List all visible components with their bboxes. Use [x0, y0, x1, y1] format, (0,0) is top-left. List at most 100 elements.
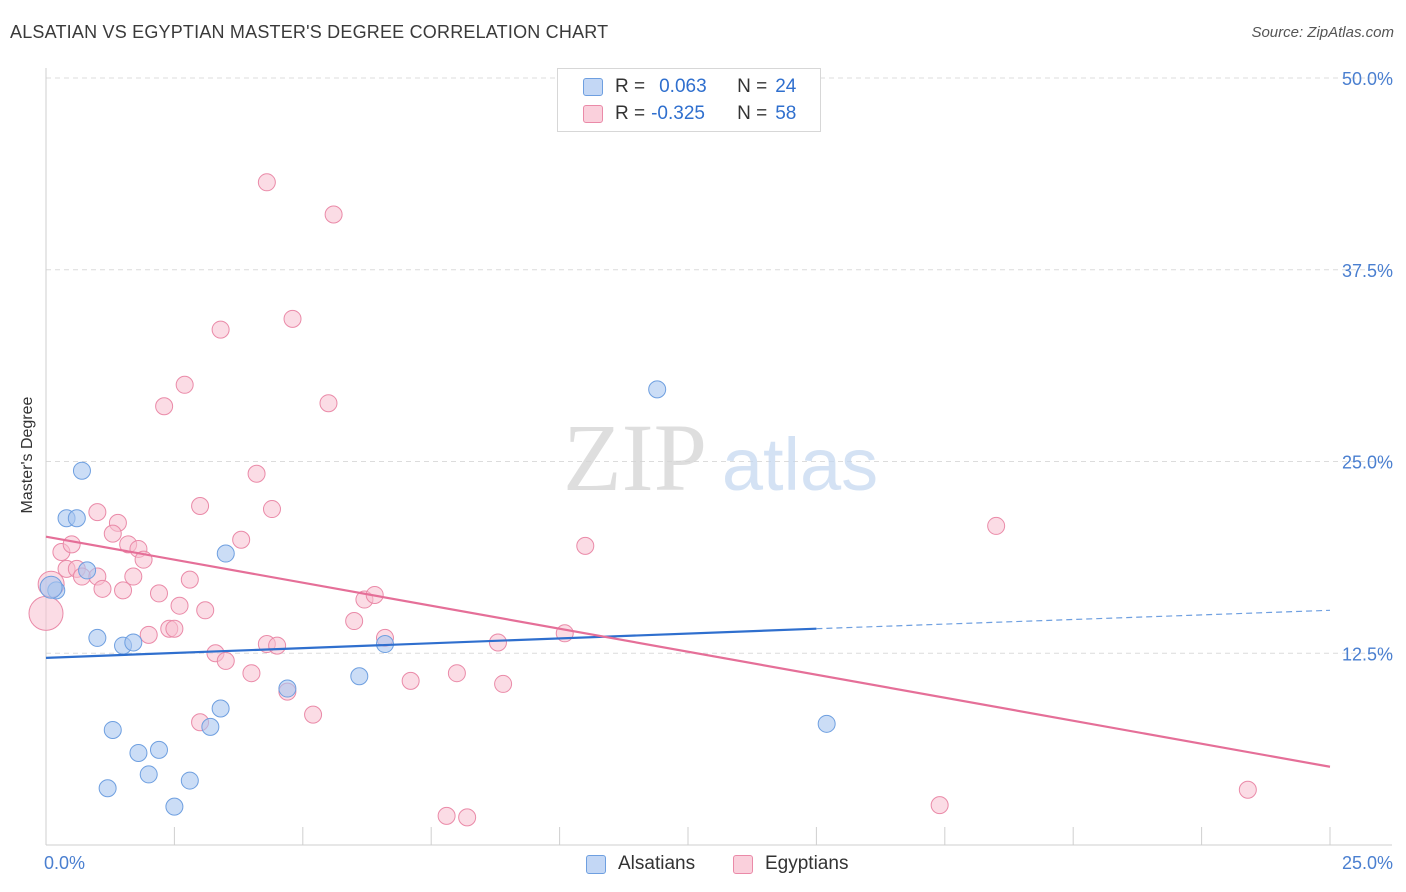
- bottom-legend-swatch-alsatians: [586, 854, 606, 874]
- egyptians-point: [93, 579, 112, 598]
- alsatians-point: [78, 561, 97, 580]
- alsatians-point: [211, 699, 230, 718]
- y-tick-label: 37.5%: [1342, 261, 1393, 281]
- egyptians-point: [114, 581, 133, 600]
- watermark-atlas: atlas: [722, 423, 878, 506]
- alsatians-point: [88, 628, 107, 647]
- alsatians-point: [149, 740, 168, 759]
- chart-title: ALSATIAN VS EGYPTIAN MASTER'S DEGREE COR…: [10, 22, 609, 42]
- egyptians-point: [28, 595, 64, 631]
- alsatians-point: [124, 633, 143, 652]
- egyptians-point: [216, 651, 235, 670]
- bottom-legend-label-alsatians: Alsatians: [618, 853, 696, 874]
- legend-row-egyptians: R = -0.325 N = 58: [558, 101, 796, 127]
- egyptians-point: [211, 320, 230, 339]
- egyptians-point: [1238, 780, 1257, 799]
- alsatians-points: [39, 380, 836, 816]
- egyptians-trend-line: [45, 535, 1331, 768]
- alsatians-point: [139, 765, 158, 784]
- egyptians-point: [930, 796, 949, 815]
- legend-row-alsatians: R = 0.063 N = 24: [558, 74, 796, 100]
- egyptians-point: [488, 633, 507, 652]
- x-tick-label: 25.0%: [1342, 853, 1393, 873]
- alsatians-point: [39, 575, 63, 599]
- egyptians-point: [576, 536, 595, 555]
- alsatians-point: [201, 717, 220, 736]
- egyptians-point: [180, 570, 199, 589]
- egyptians-point: [401, 671, 420, 690]
- bottom-legend-egyptians: Egyptians: [733, 853, 848, 875]
- egyptians-point: [247, 464, 266, 483]
- egyptians-point: [155, 397, 174, 416]
- legend-n-value: 58: [775, 103, 797, 124]
- alsatians-point: [67, 509, 86, 528]
- egyptians-point: [437, 806, 456, 825]
- alsatians-point: [98, 779, 117, 798]
- egyptians-point: [124, 567, 143, 586]
- legend-swatch-egyptians: [583, 105, 603, 123]
- egyptians-point: [232, 530, 251, 549]
- gridlines: [46, 77, 1392, 654]
- egyptians-point: [62, 535, 81, 554]
- legend-r-value: 0.063: [659, 76, 707, 97]
- egyptians-point: [103, 524, 122, 543]
- y-tick-label: 25.0%: [1342, 453, 1393, 473]
- y-tick-label: 50.0%: [1342, 69, 1393, 89]
- alsatians-point: [648, 380, 667, 399]
- axes: [45, 68, 1392, 846]
- watermark: ZIP atlas: [563, 404, 878, 511]
- bottom-legend-swatch-egyptians: [733, 854, 753, 874]
- egyptians-point: [987, 516, 1006, 535]
- alsatians-point: [278, 679, 297, 698]
- egyptians-point: [257, 173, 276, 192]
- alsatians-trend-extrapolation: [816, 609, 1331, 630]
- egyptians-point: [139, 625, 158, 644]
- alsatians-point: [180, 771, 199, 790]
- alsatians-point: [129, 743, 148, 762]
- watermark-zip: ZIP: [563, 404, 707, 511]
- egyptians-point: [196, 601, 215, 620]
- bottom-legend-label-egyptians: Egyptians: [765, 853, 849, 874]
- egyptians-points: [28, 173, 1257, 827]
- egyptians-point: [458, 808, 477, 827]
- legend-r-label: R =: [615, 76, 646, 97]
- alsatians-point: [72, 461, 91, 480]
- trend-lines: [45, 535, 1331, 768]
- egyptians-point: [345, 612, 364, 631]
- alsatians-point: [103, 720, 122, 739]
- egyptians-point: [170, 596, 189, 615]
- legend-r-label: R =: [615, 103, 646, 124]
- egyptians-point: [175, 375, 194, 394]
- alsatians-point: [817, 714, 836, 733]
- alsatians-point: [165, 797, 184, 816]
- y-tick-label: 12.5%: [1342, 644, 1393, 664]
- legend-r-value: -0.325: [651, 103, 705, 124]
- egyptians-point: [324, 205, 343, 224]
- egyptians-point: [88, 503, 107, 522]
- egyptians-point: [262, 500, 281, 519]
- egyptians-point: [242, 664, 261, 683]
- egyptians-point: [283, 309, 302, 328]
- egyptians-point: [149, 584, 168, 603]
- alsatians-point: [216, 544, 235, 563]
- alsatians-point: [350, 667, 369, 686]
- egyptians-point: [268, 636, 287, 655]
- legend-n-value: 24: [775, 76, 797, 97]
- legend-n-label: N =: [737, 76, 768, 97]
- legend-swatch-alsatians: [583, 78, 603, 96]
- tick-labels: 12.5% 25.0% 37.5% 50.0% 0.0% 25.0%: [44, 69, 1393, 873]
- egyptians-point: [319, 394, 338, 413]
- alsatians-trend-line: [45, 627, 817, 659]
- egyptians-point: [191, 496, 210, 515]
- source-label: Source: ZipAtlas.com: [1251, 24, 1394, 41]
- bottom-legend-alsatians: Alsatians: [586, 853, 695, 875]
- y-axis-label: Master's Degree: [19, 396, 36, 514]
- legend-n-label: N =: [737, 103, 768, 124]
- egyptians-point: [494, 674, 513, 693]
- egyptians-point: [447, 664, 466, 683]
- x-tick-label: 0.0%: [44, 853, 85, 873]
- egyptians-point: [165, 619, 184, 638]
- egyptians-point: [304, 705, 323, 724]
- stats-legend: R = 0.063 N = 24 R = -0.325 N = 58: [557, 68, 821, 132]
